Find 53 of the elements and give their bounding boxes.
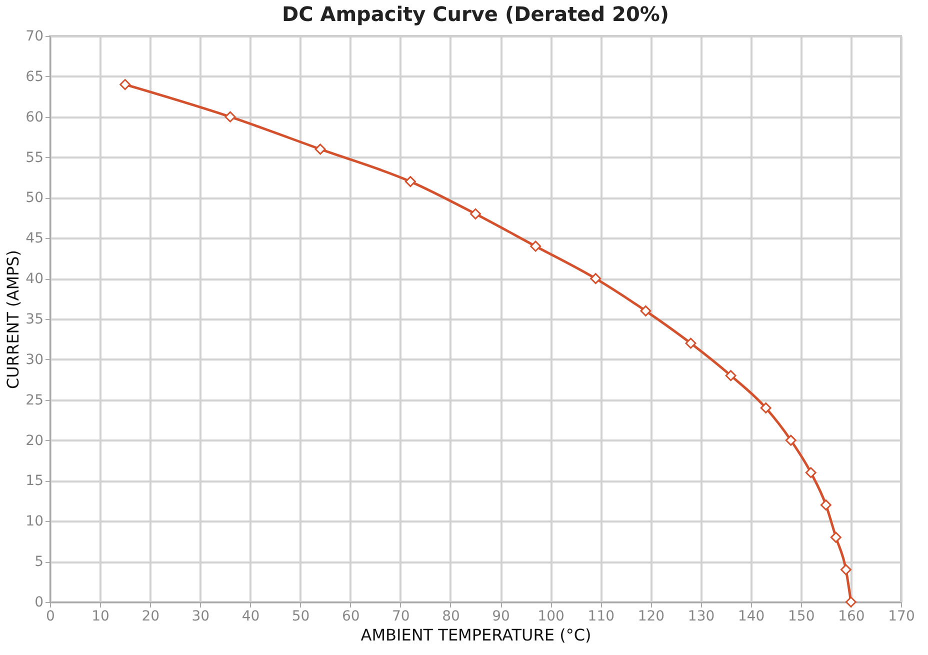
point [760, 402, 772, 414]
x-tick-label: 160 [838, 608, 865, 624]
point [820, 499, 832, 510]
y-tick-label: 65 [26, 68, 44, 85]
point [805, 467, 816, 478]
y-tick-label: 70 [26, 28, 44, 44]
x-tick-label: 20 [142, 608, 160, 624]
x-tick-label: 90 [492, 608, 510, 624]
point [470, 208, 481, 220]
point [725, 370, 736, 382]
x-tick-label: 40 [242, 608, 260, 624]
y-tick-label: 15 [26, 473, 44, 490]
y-tick-label: 55 [26, 150, 44, 166]
x-tick-label: 30 [192, 608, 210, 624]
point [404, 176, 416, 188]
y-tick-label: 45 [26, 230, 44, 247]
x-tick-label: 170 [888, 608, 915, 624]
x-tick-label: 10 [92, 608, 110, 624]
y-tick-label: 5 [34, 554, 44, 570]
x-tick-label: 50 [292, 608, 310, 624]
point [845, 596, 856, 608]
point [830, 532, 842, 543]
y-tick-label: 20 [26, 432, 44, 449]
y-axis-title: CURRENT (AMPS) [4, 250, 23, 390]
point [785, 434, 796, 446]
y-tick-label: 40 [26, 271, 44, 288]
chart-title: DC Ampacity Curve (Derated 20%) [282, 2, 670, 26]
point [120, 79, 131, 90]
x-tick-label: 150 [788, 608, 815, 624]
point [530, 240, 542, 252]
x-axis-title: AMBIENT TEMPERATURE (°C) [360, 626, 592, 644]
x-tick-label: 0 [46, 608, 55, 624]
x-tick-label: 130 [688, 608, 715, 624]
x-tick-label: 100 [538, 608, 564, 624]
y-tick-label: 35 [26, 312, 44, 328]
y-tick-label: 50 [26, 190, 44, 206]
point [224, 111, 236, 122]
x-tick-label: 140 [738, 608, 765, 624]
y-tick-label: 25 [26, 392, 44, 408]
y-tick-label: 60 [26, 109, 44, 126]
point [590, 273, 602, 284]
x-tick-label: 60 [342, 608, 360, 624]
x-tick-label: 110 [588, 608, 615, 624]
point [840, 564, 852, 576]
point [685, 338, 696, 349]
y-tick-label: 30 [26, 352, 44, 368]
x-tick-label: 80 [442, 608, 460, 624]
x-tick-label: 70 [392, 608, 410, 624]
point [640, 305, 652, 316]
point [314, 144, 326, 155]
y-tick-label: 0 [34, 594, 44, 610]
x-tick-label: 120 [638, 608, 665, 624]
y-tick-label: 10 [26, 514, 44, 530]
